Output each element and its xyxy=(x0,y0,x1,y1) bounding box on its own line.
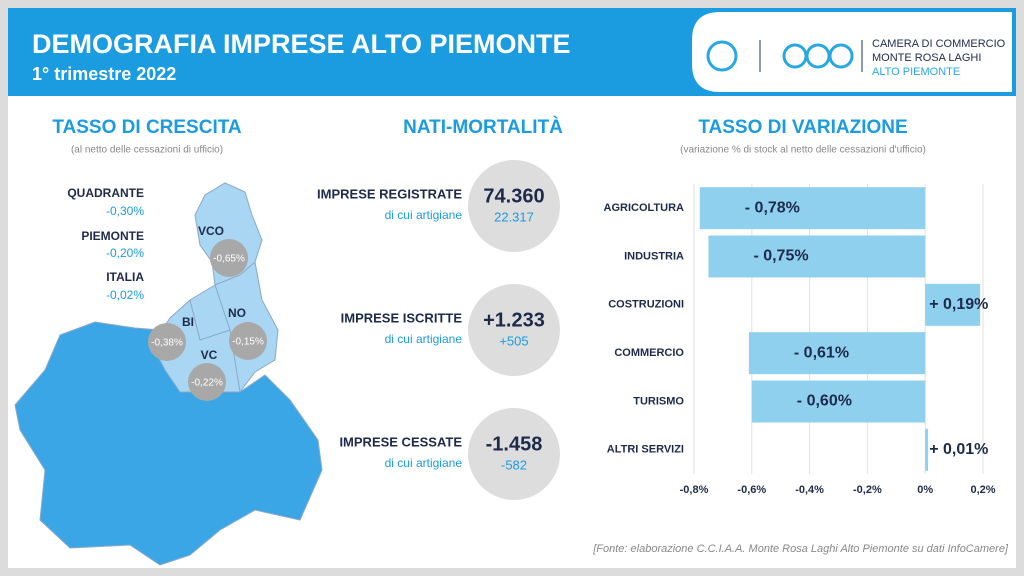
stat-value: +1.233 xyxy=(483,309,545,331)
map-value: -0,22% xyxy=(191,378,223,389)
growth-label: ITALIA xyxy=(106,270,144,284)
stat-label: IMPRESE ISCRITTE xyxy=(341,310,463,325)
x-tick-label: -0,2% xyxy=(853,484,882,496)
x-tick-label: 0,2% xyxy=(970,484,995,496)
category-label: ALTRI SERVIZI xyxy=(607,444,684,456)
stat-circle xyxy=(468,284,560,376)
value-label: - 0,78% xyxy=(745,199,800,216)
category-label: TURISMO xyxy=(633,395,684,407)
x-tick-label: -0,8% xyxy=(680,484,709,496)
growth-value: -0,02% xyxy=(106,288,144,302)
chart-subtitle: (variazione % di stock al netto delle ce… xyxy=(680,145,926,156)
stat-sub-value: 22.317 xyxy=(494,209,534,224)
map-circle xyxy=(229,322,267,360)
stat-sub-value: +505 xyxy=(499,333,528,348)
bar xyxy=(751,380,926,423)
map-label: BI xyxy=(182,315,194,329)
source: [Fonte: elaborazione C.C.I.A.A. Monte Ro… xyxy=(592,543,1009,555)
map-value: -0,65% xyxy=(213,254,245,265)
x-tick-label: 0% xyxy=(917,484,933,496)
section-note: (al netto delle cessazioni di ufficio) xyxy=(71,145,223,156)
x-tick-label: -0,6% xyxy=(737,484,766,496)
bar xyxy=(748,332,926,375)
section-title: TASSO DI CRESCITA xyxy=(52,117,242,138)
growth-label: PIEMONTE xyxy=(81,229,144,243)
growth-value: -0,30% xyxy=(106,204,144,218)
bar xyxy=(708,235,926,278)
stat-circle xyxy=(468,160,560,252)
map-value: -0,38% xyxy=(151,338,183,349)
stat-value: 74.360 xyxy=(483,185,544,207)
category-label: COSTRUZIONI xyxy=(608,299,684,311)
map-label: VC xyxy=(201,348,218,362)
logo-line: MONTE ROSA LAGHI xyxy=(872,52,981,64)
map-label: NO xyxy=(228,306,246,320)
births-rows: IMPRESE REGISTRATE di cui artigiane 74.360… xyxy=(317,160,560,500)
map-circle xyxy=(188,363,226,401)
map-circle xyxy=(148,323,186,361)
stat-sub: di cui artigiane xyxy=(385,456,463,470)
bar xyxy=(925,283,981,326)
x-tick-label: -0,4% xyxy=(795,484,824,496)
value-label: - 0,61% xyxy=(794,344,849,361)
growth-label: QUADRANTE xyxy=(67,186,144,200)
value-label: - 0,60% xyxy=(797,393,852,410)
stat-value: -1.458 xyxy=(486,433,543,455)
growth-value: -0,20% xyxy=(106,246,144,260)
value-label: + 0,19% xyxy=(929,296,988,313)
category-label: INDUSTRIA xyxy=(624,250,684,262)
category-label: AGRICOLTURA xyxy=(604,202,685,214)
logo-line: CAMERA DI COMMERCIO xyxy=(872,38,1006,50)
stat-sub: di cui artigiane xyxy=(385,208,463,222)
section-title: NATI-MORTALITÀ xyxy=(403,116,563,138)
bar-chart: -0,8% -0,6% -0,4% -0,2% 0% 0,2% AGRICOLTURA - 0… xyxy=(604,184,996,496)
stat-sub-value: -582 xyxy=(501,457,527,472)
logo-icon xyxy=(706,40,863,72)
map-circle xyxy=(210,239,248,277)
stat-label: IMPRESE REGISTRATE xyxy=(317,186,462,201)
stat-label: IMPRESE CESSATE xyxy=(339,434,462,449)
category-label: COMMERCIO xyxy=(614,347,684,359)
logo-line: ALTO PIEMONTE xyxy=(872,66,960,78)
value-label: + 0,01% xyxy=(929,441,988,458)
map-label: VCO xyxy=(198,224,224,238)
value-label: - 0,75% xyxy=(753,248,808,265)
chart-title: TASSO DI VARIAZIONE xyxy=(698,117,907,138)
bar xyxy=(699,187,926,230)
header-title: DEMOGRAFIA IMPRESE ALTO PIEMONTE xyxy=(32,29,571,59)
stat-circle xyxy=(468,408,560,500)
map-value: -0,15% xyxy=(232,337,264,348)
header-subtitle: 1° trimestre 2022 xyxy=(32,64,176,84)
bar xyxy=(925,428,929,471)
stat-sub: di cui artigiane xyxy=(385,332,463,346)
